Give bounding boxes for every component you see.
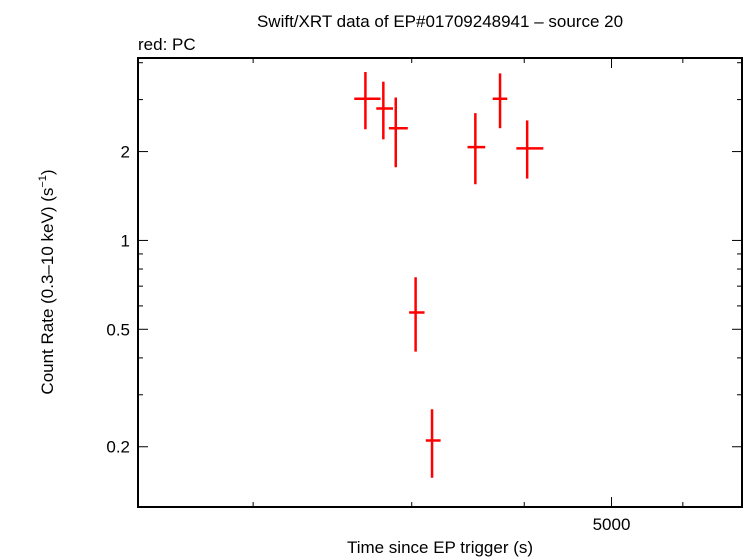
chart-title: Swift/XRT data of EP#01709248941 – sourc… [257,12,623,31]
x-axis-label: Time since EP trigger (s) [347,538,533,557]
y-axis-label-main: Count Rate (0.3–10 keV) (s [38,188,57,395]
y-tick-label: 2 [121,143,130,162]
data-point [492,73,508,129]
data-point [354,72,381,130]
data-point [516,120,544,179]
data-point [376,81,394,140]
data-point [467,113,486,185]
y-tick-label: 0.2 [106,438,130,457]
data-points [354,72,544,478]
axes: 0.2 0.5 1 2 5000 [106,57,743,534]
chart-subtitle: red: PC [138,35,196,54]
data-point [409,277,425,352]
data-point [388,97,408,168]
x-tick-label: 5000 [593,515,631,534]
y-tick-label: 0.5 [106,320,130,339]
data-point [425,409,441,478]
plot-frame [137,57,743,508]
y-tick-label: 1 [121,231,130,250]
y-axis-label: Count Rate (0.3–10 keV) (s−1) [37,169,57,394]
y-axis-label-close: ) [38,169,57,175]
y-axis-label-exponent: −1 [37,175,49,188]
